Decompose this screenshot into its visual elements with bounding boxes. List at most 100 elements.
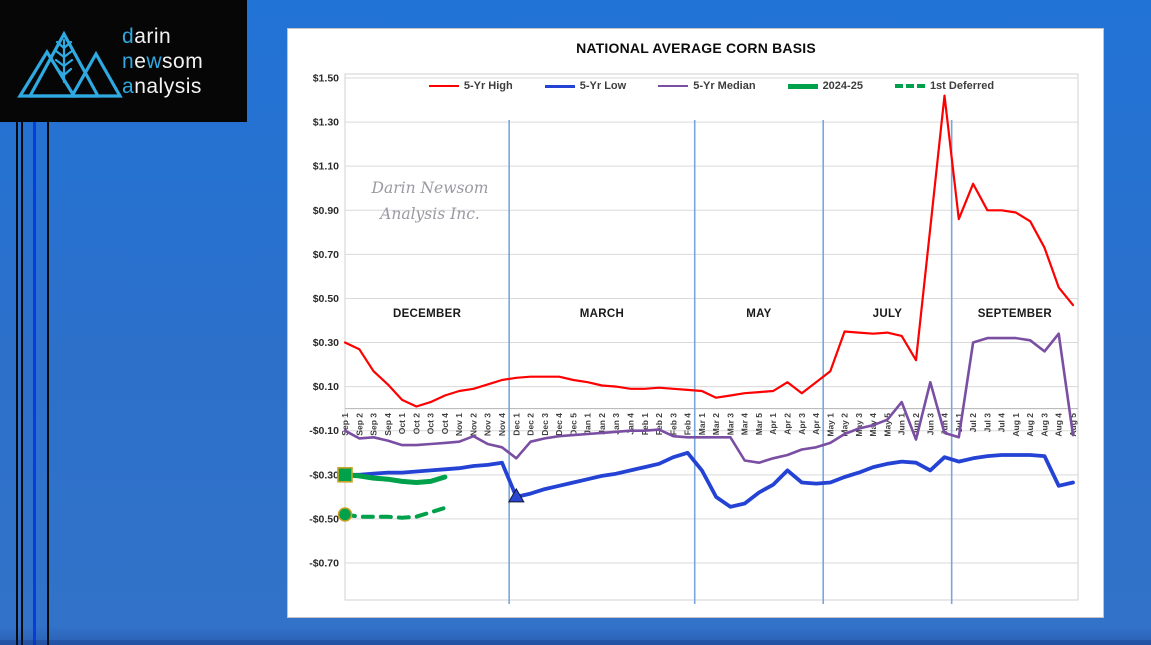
y-axis-tick-label: -$0.50: [309, 513, 339, 525]
x-axis-tick-label: Apr 1: [768, 413, 778, 435]
x-axis-tick-label: Mar 1: [697, 413, 707, 435]
contract-month-label: DECEMBER: [393, 308, 462, 320]
x-axis-tick-label: Jul 3: [982, 413, 992, 433]
x-axis-tick-label: Jan 2: [597, 413, 607, 435]
x-axis-tick-label: Dec 5: [568, 413, 578, 436]
series-line-2024-25: [342, 472, 448, 485]
legend-swatch: [428, 85, 459, 87]
x-axis-tick-label: May 1: [825, 413, 835, 437]
series-line-5-yr-median: [343, 332, 1075, 464]
x-axis-tick-label: Dec 3: [540, 413, 550, 436]
x-axis-tick-label: Feb 3: [668, 413, 678, 435]
legend-item-5-yr-median: 5-Yr Median: [658, 80, 756, 92]
x-axis-tick-label: Sep 3: [369, 413, 379, 436]
x-axis-tick-label: Jun 4: [940, 413, 950, 435]
marker-square: [337, 467, 353, 483]
contract-month-label: MAY: [746, 308, 771, 320]
x-axis-tick-label: Aug 1: [1011, 413, 1021, 437]
y-axis-tick-label: -$0.70: [309, 558, 339, 570]
legend-item-2024-25: 2024-25: [787, 80, 863, 92]
x-axis-tick-label: Mar 4: [740, 413, 750, 435]
x-axis-tick-label: May 3: [854, 413, 864, 437]
legend-item-1st-deferred: 1st Deferred: [894, 80, 995, 92]
x-axis-tick-label: May 5: [882, 413, 892, 437]
series-line-5-yr-low: [343, 450, 1075, 509]
x-axis-tick-label: Oct 3: [426, 413, 436, 435]
x-axis-tick-label: Oct 4: [440, 413, 450, 435]
x-axis-tick-label: Aug 3: [1039, 413, 1049, 437]
logo-wordmark: darin newsom analysis: [122, 24, 203, 99]
contract-month-label: JULY: [873, 308, 903, 320]
legend-label: 1st Deferred: [929, 80, 995, 92]
x-axis-tick-label: Nov 2: [468, 413, 478, 436]
x-axis-tick-label: Apr 2: [783, 413, 793, 435]
contract-month-label: MARCH: [580, 308, 624, 320]
legend-label: 5-Yr High: [463, 80, 513, 92]
x-axis-tick-label: Jan 3: [611, 413, 621, 435]
x-axis-tick-label: Feb 4: [683, 413, 693, 435]
x-axis-tick-label: Jul 2: [968, 413, 978, 433]
left-stripe-black-1: [16, 115, 18, 645]
mountain-wheat-icon: [17, 30, 123, 98]
left-stripe-black-2: [21, 115, 23, 645]
logo-line: newsom: [122, 50, 204, 73]
series-line-5-yr-high: [343, 94, 1075, 408]
x-axis-tick-label: Oct 1: [397, 413, 407, 435]
logo-line: darin: [122, 25, 172, 48]
chart-title: NATIONAL AVERAGE CORN BASIS: [576, 40, 816, 56]
legend-swatch: [544, 84, 575, 88]
marker-circle: [337, 507, 353, 522]
x-axis-tick-label: Mar 5: [754, 413, 764, 435]
x-axis-tick-label: Nov 4: [497, 413, 507, 436]
legend-label: 5-Yr Median: [693, 80, 756, 92]
x-axis-tick-label: May 2: [840, 413, 850, 437]
logo-line: analysis: [122, 75, 202, 98]
y-axis-tick-label: $0.70: [313, 249, 339, 261]
x-axis-tick-label: Jun 1: [897, 413, 907, 435]
x-axis-tick-label: Oct 2: [411, 413, 421, 435]
y-axis-tick-label: $0.30: [313, 337, 339, 349]
y-axis-tick-label: $1.10: [313, 161, 339, 173]
left-stripe-black-3: [47, 115, 49, 645]
x-axis-tick-label: Jul 1: [954, 413, 964, 433]
watermark-text: Analysis Inc.: [378, 205, 480, 223]
marker-triangle-up: [507, 487, 525, 503]
legend-swatch: [658, 85, 689, 87]
y-axis-tick-label: $1.30: [313, 117, 339, 129]
y-axis-tick-label: -$0.10: [309, 425, 339, 437]
plot-area-border: [344, 73, 1079, 601]
x-axis-tick-label: Mar 3: [725, 413, 735, 435]
y-axis-tick-label: $0.50: [313, 293, 339, 305]
legend-swatch: [894, 84, 925, 88]
legend-item-5-yr-high: 5-Yr High: [428, 80, 513, 92]
x-axis-tick-label: Nov 1: [454, 413, 464, 436]
wheat-stalk: [54, 38, 74, 84]
x-axis-tick-label: Aug 2: [1025, 413, 1035, 437]
y-axis-tick-label: $0.90: [313, 205, 339, 217]
series-line-1st-deferred: [343, 505, 447, 520]
x-axis-tick-label: Aug 4: [1054, 413, 1064, 437]
x-axis-tick-label: Aug 5: [1068, 413, 1078, 437]
x-axis-tick-label: Dec 1: [511, 413, 521, 436]
x-axis-tick-label: Dec 2: [526, 413, 536, 436]
y-axis-tick-label: -$0.30: [309, 469, 339, 481]
x-axis-tick-label: Apr 3: [797, 413, 807, 435]
y-axis-tick-label: $1.50: [313, 73, 339, 85]
x-axis-tick-label: Feb 1: [640, 413, 650, 435]
x-axis-tick-label: Sep 1: [340, 413, 350, 436]
watermark-text: Darin Newsom: [371, 179, 489, 197]
x-axis-tick-label: Jan 4: [625, 413, 635, 435]
x-axis-tick-label: Sep 2: [354, 413, 364, 436]
legend-swatch: [787, 83, 818, 89]
bottom-edge-band: [0, 640, 1151, 645]
x-axis-tick-label: Jun 2: [911, 413, 921, 435]
x-axis-tick-label: Dec 4: [554, 413, 564, 436]
x-axis-tick-label: Mar 2: [711, 413, 721, 435]
y-axis-tick-label: $0.10: [313, 381, 339, 393]
x-axis-tick-label: Apr 4: [811, 413, 821, 435]
contract-month-label: SEPTEMBER: [978, 308, 1053, 320]
chart-legend: 5-Yr High 5-Yr Low 5-Yr Median 2024-25 1st D…: [345, 80, 1078, 92]
x-axis-tick-label: Feb 2: [654, 413, 664, 435]
